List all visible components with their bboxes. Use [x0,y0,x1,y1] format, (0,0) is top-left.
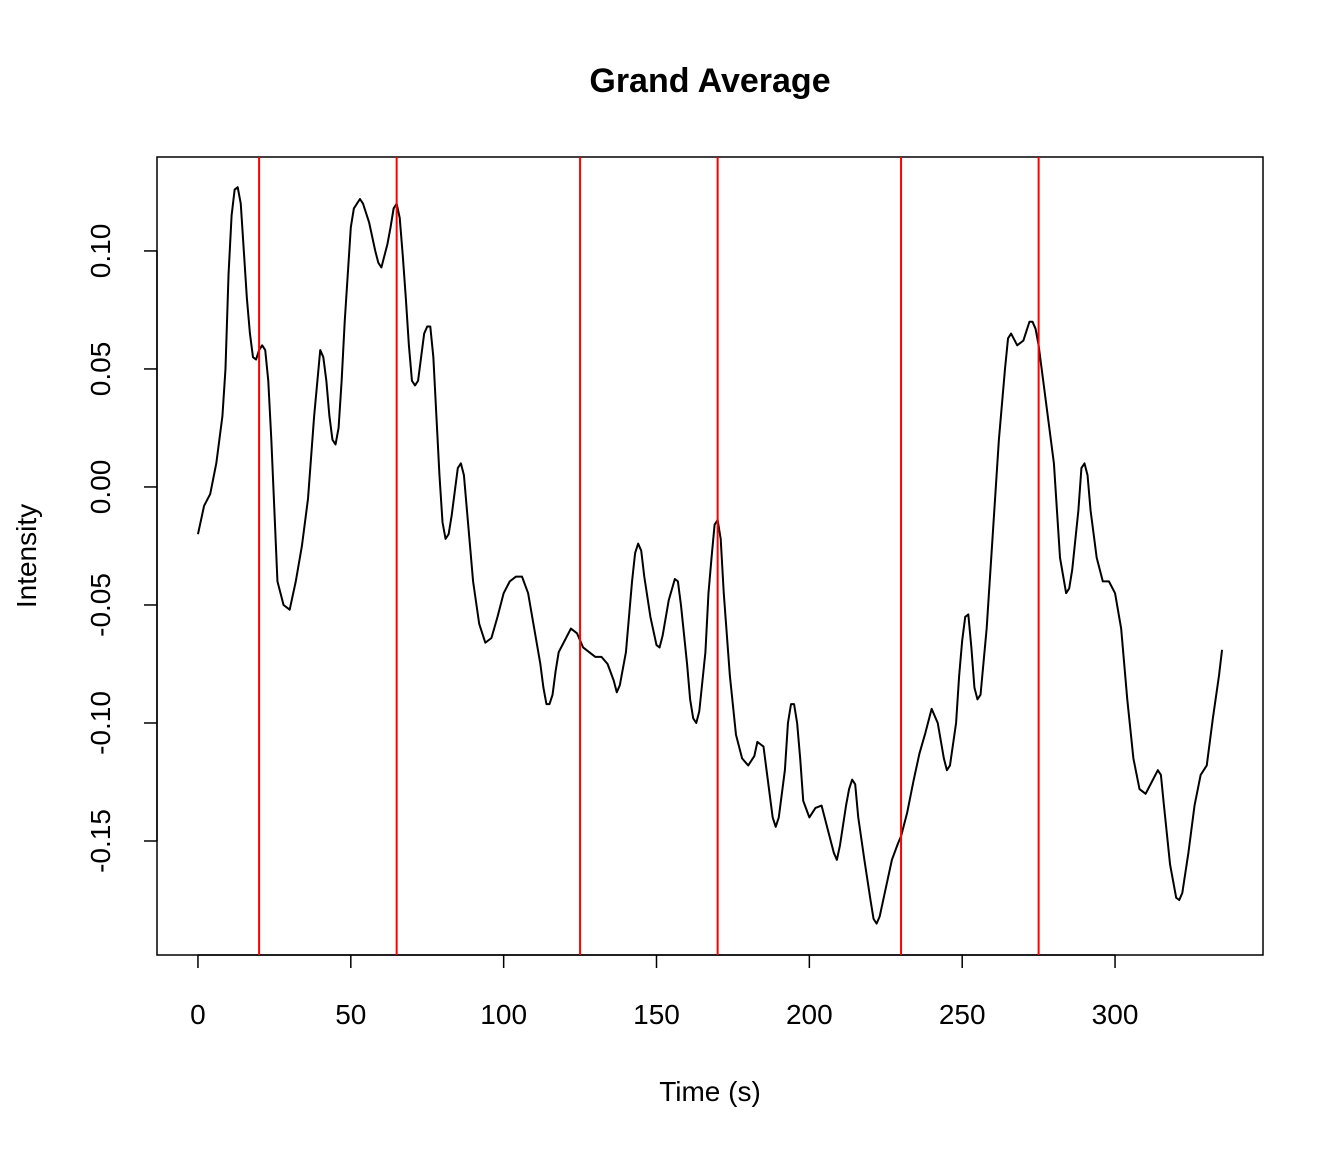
x-axis-label: Time (s) [659,1076,761,1107]
x-tick-label: 300 [1092,999,1139,1030]
x-tick-label: 150 [633,999,680,1030]
y-tick-label: -0.05 [85,573,116,637]
y-tick-label: 0.10 [85,224,116,278]
y-axis-label: Intensity [11,504,42,608]
x-tick-label: 0 [190,999,206,1030]
y-tick-label: 0.05 [85,342,116,397]
chart-title: Grand Average [589,62,830,100]
x-tick-label: 50 [335,999,366,1030]
y-tick-label: -0.15 [85,809,116,873]
y-tick-label: 0.00 [85,460,116,515]
x-tick-label: 100 [480,999,527,1030]
data-line [196,186,1224,925]
x-tick-label: 200 [786,999,833,1030]
y-tick-label: -0.10 [85,691,116,755]
x-tick-label: 250 [939,999,986,1030]
